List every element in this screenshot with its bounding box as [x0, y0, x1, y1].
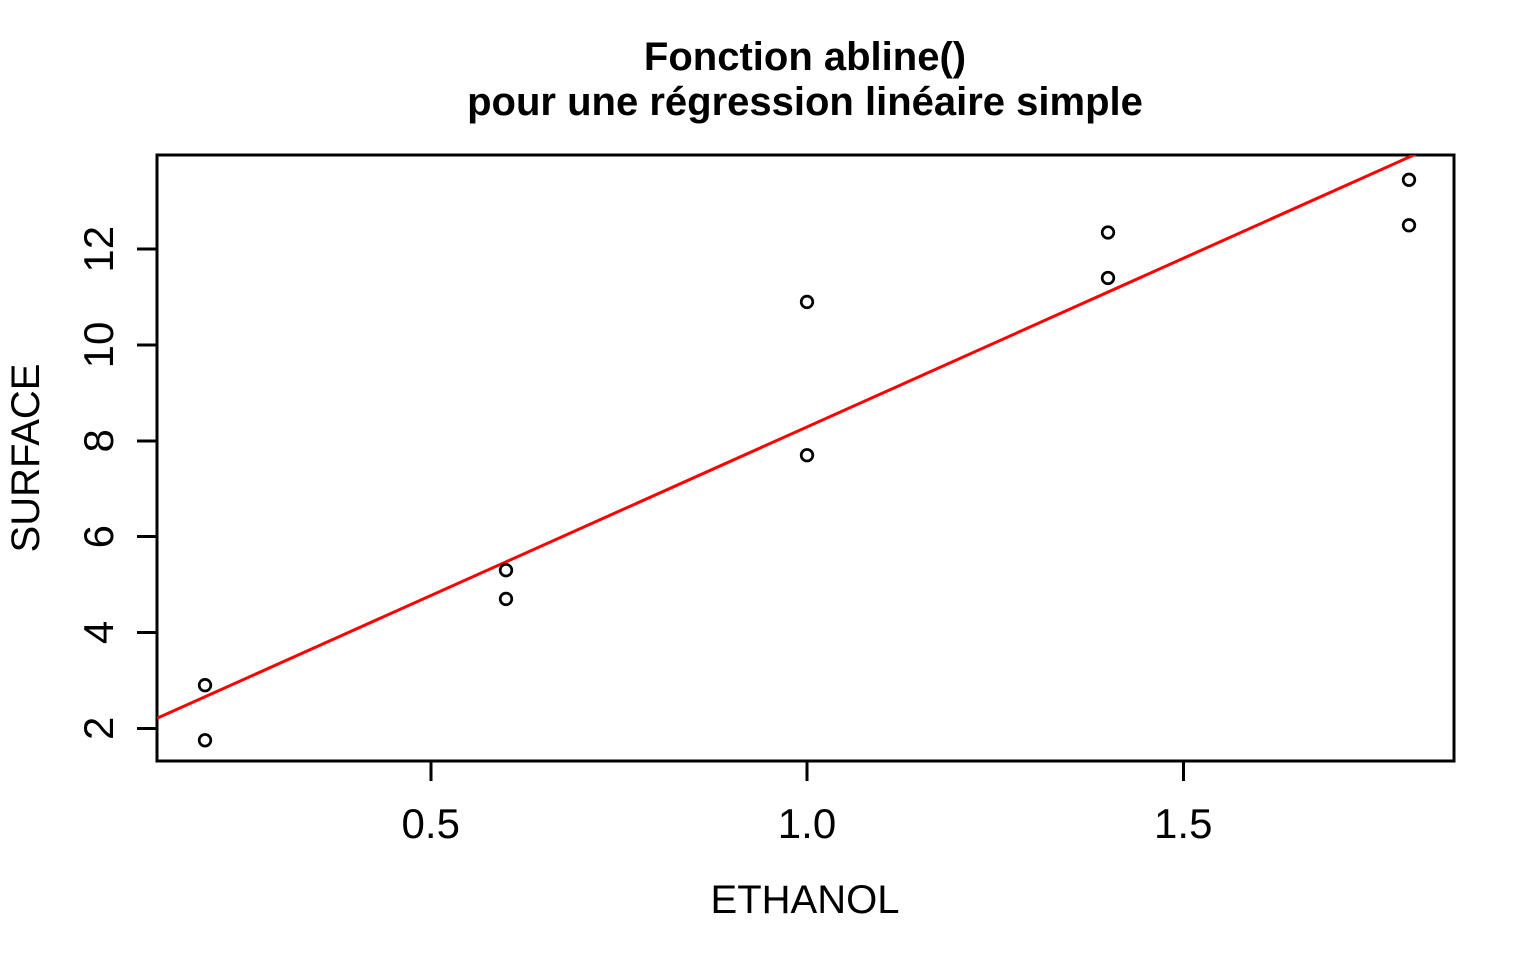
y-tick-label: 6 [75, 525, 122, 548]
data-point [498, 563, 514, 578]
plot-box [155, 153, 1456, 763]
x-axis-label: ETHANOL [711, 878, 900, 922]
data-point [197, 733, 213, 748]
data-point [197, 678, 213, 693]
y-tick-label: 4 [75, 621, 122, 644]
data-point [1401, 218, 1417, 233]
data-point [498, 591, 514, 607]
data-point [1401, 172, 1417, 187]
y-axis-label: SURFACE [4, 364, 48, 553]
data-point [799, 448, 815, 463]
y-tick-label: 12 [75, 226, 122, 273]
y-axis-ticks: 2 4 6 8 10 12 [75, 226, 157, 740]
y-tick-label: 10 [75, 322, 122, 369]
data-points [197, 172, 1417, 748]
plot-area [157, 155, 1418, 720]
chart-title-line-2: pour une régression linéaire simple [467, 80, 1143, 124]
x-tick-label: 1.0 [778, 800, 836, 847]
y-tick-label: 8 [75, 429, 122, 452]
regression-line [157, 155, 1418, 720]
data-point [1100, 225, 1116, 240]
chart-title-line-1: Fonction abline() [644, 35, 966, 79]
data-point [799, 294, 815, 310]
x-tick-label: 0.5 [402, 800, 460, 847]
x-axis-ticks: 0.5 1.0 1.5 [402, 761, 1212, 847]
y-tick-label: 2 [75, 717, 122, 740]
x-tick-label: 1.5 [1154, 800, 1212, 847]
data-point [1100, 270, 1116, 286]
